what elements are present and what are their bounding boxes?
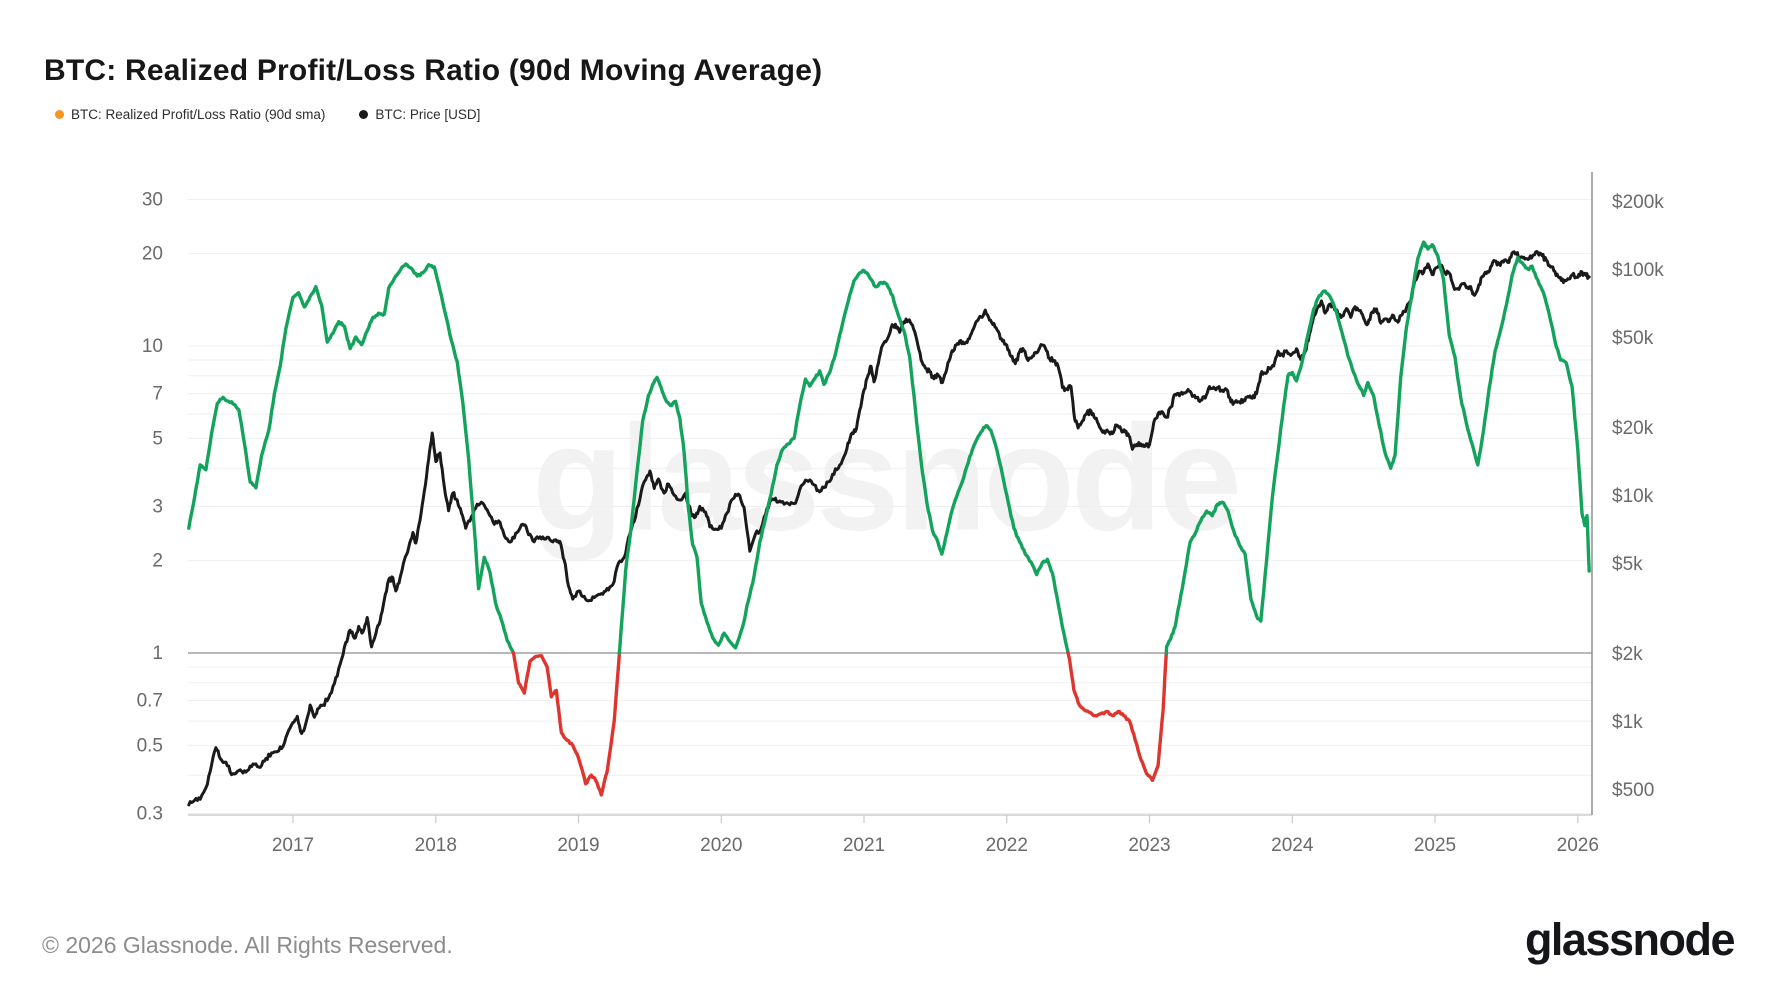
left-axis-tick-label: 0.3 [137, 804, 163, 825]
right-axis-tick-label: $50k [1612, 328, 1654, 349]
glassnode-logo: glassnode [1524, 914, 1736, 965]
left-axis-tick-label: 2 [152, 551, 163, 572]
x-axis-tick-label: 2024 [1271, 835, 1314, 856]
left-axis-tick-label: 20 [142, 244, 163, 265]
left-axis-tick-label: 10 [142, 336, 163, 357]
x-axis-tick-label: 2017 [272, 835, 314, 856]
right-axis-tick-label: $1k [1612, 712, 1643, 733]
x-axis-tick-label: 2018 [415, 835, 457, 856]
ratio-series-dot-icon [55, 110, 64, 119]
x-axis-tick-label: 2021 [843, 835, 885, 856]
left-axis-tick-label: 7 [152, 384, 163, 405]
price-series-dot-icon [359, 110, 369, 119]
right-axis-tick-label: $100k [1612, 260, 1664, 281]
left-axis-tick-label: 0.5 [137, 735, 163, 756]
ratio-line-segment-profit [617, 268, 1070, 655]
ratio-line-segment-profit [187, 262, 516, 655]
price-line [187, 250, 1591, 807]
x-axis-tick-label: 2023 [1128, 835, 1170, 856]
page-title: BTC: Realized Profit/Loss Ratio (90d Mov… [44, 54, 823, 88]
x-axis-tick-label: 2026 [1557, 835, 1599, 856]
legend-item-price[interactable]: BTC: Price [USD] [359, 107, 480, 122]
x-axis-tick-label: 2025 [1414, 835, 1456, 856]
left-axis-tick-label: 0.7 [137, 691, 163, 712]
left-axis-tick-label: 30 [142, 190, 163, 211]
legend-item-ratio-label: BTC: Realized Profit/Loss Ratio (90d sma… [71, 107, 326, 122]
right-axis-tick-label: $5k [1612, 554, 1643, 575]
right-axis-tick-label: $500 [1612, 780, 1654, 801]
left-axis-tick-label: 1 [152, 643, 163, 664]
legend-item-ratio[interactable]: BTC: Realized Profit/Loss Ratio (90d sma… [55, 107, 325, 122]
legend-item-price-label: BTC: Price [USD] [375, 107, 481, 122]
x-axis-tick-label: 2019 [557, 835, 599, 856]
right-axis-tick-label: $2k [1612, 644, 1643, 665]
x-axis-tick-label: 2022 [986, 835, 1028, 856]
right-axis-tick-label: $10k [1612, 486, 1654, 507]
right-axis-tick-label: $20k [1612, 418, 1654, 439]
ratio-line-segment-profit [1164, 240, 1591, 655]
left-axis-tick-label: 5 [152, 428, 163, 449]
copyright-text: © 2026 Glassnode. All Rights Reserved. [42, 932, 453, 958]
right-axis-tick-label: $200k [1612, 192, 1664, 213]
ratio-line-segment-loss [511, 651, 622, 797]
left-axis-tick-label: 3 [152, 497, 163, 518]
x-axis-tick-label: 2020 [700, 835, 742, 856]
legend: BTC: Realized Profit/Loss Ratio (90d sma… [55, 107, 480, 122]
ratio-line-segment-loss [1066, 651, 1168, 782]
